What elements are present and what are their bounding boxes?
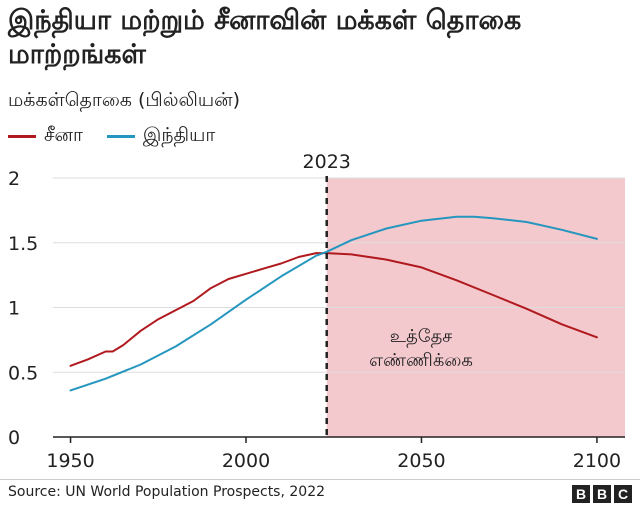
legend-swatch-india [106,135,135,138]
logo-letter-b1: B [572,485,590,503]
footer-divider [0,479,640,480]
legend-item-china: சீனா [8,124,83,149]
bbc-logo: B B C [569,485,632,503]
legend-label-china: சீனா [44,124,83,146]
legend: சீனா இந்தியா [8,124,239,149]
y-tick-label-2: 2 [8,168,20,190]
x-tick-label-2000: 2000 [222,450,270,472]
source-note: Source: UN World Population Prospects, 2… [8,484,326,500]
series-line-china [69,252,598,367]
y-tick-label-0.5: 0.5 [8,362,38,384]
y-tick-label-1: 1 [8,298,20,320]
y-tick-label-0: 0 [8,427,20,449]
year-marker-label: 2023 [303,151,351,173]
legend-swatch-china [8,135,36,138]
chart-title: இந்தியா மற்றும் சீனாவின் மக்கள் தொகை மாற… [8,5,522,70]
x-tick-label-2050: 2050 [397,450,445,472]
logo-letter-c: C [614,485,632,503]
line-chart: 0 0.5 1 1.5 2 1950 2000 2050 2100 2023 உத்தேசஎண்ணி… [8,151,625,472]
y-tick-label-1.5: 1.5 [8,233,38,255]
legend-item-india: இந்தியா [106,124,216,149]
y-axis-label: மக்கள்தொகை (பில்லியன்) [8,89,240,111]
x-tick-label-1950: 1950 [46,450,94,472]
series-line-india [69,215,598,392]
logo-letter-b2: B [593,485,611,503]
projection-label-line-1: உத்தேச [390,326,453,348]
x-tick-label-2100: 2100 [573,450,621,472]
legend-label-india: இந்தியா [142,124,216,146]
projection-label-line-2: எண்ணிக்கை [369,350,473,371]
